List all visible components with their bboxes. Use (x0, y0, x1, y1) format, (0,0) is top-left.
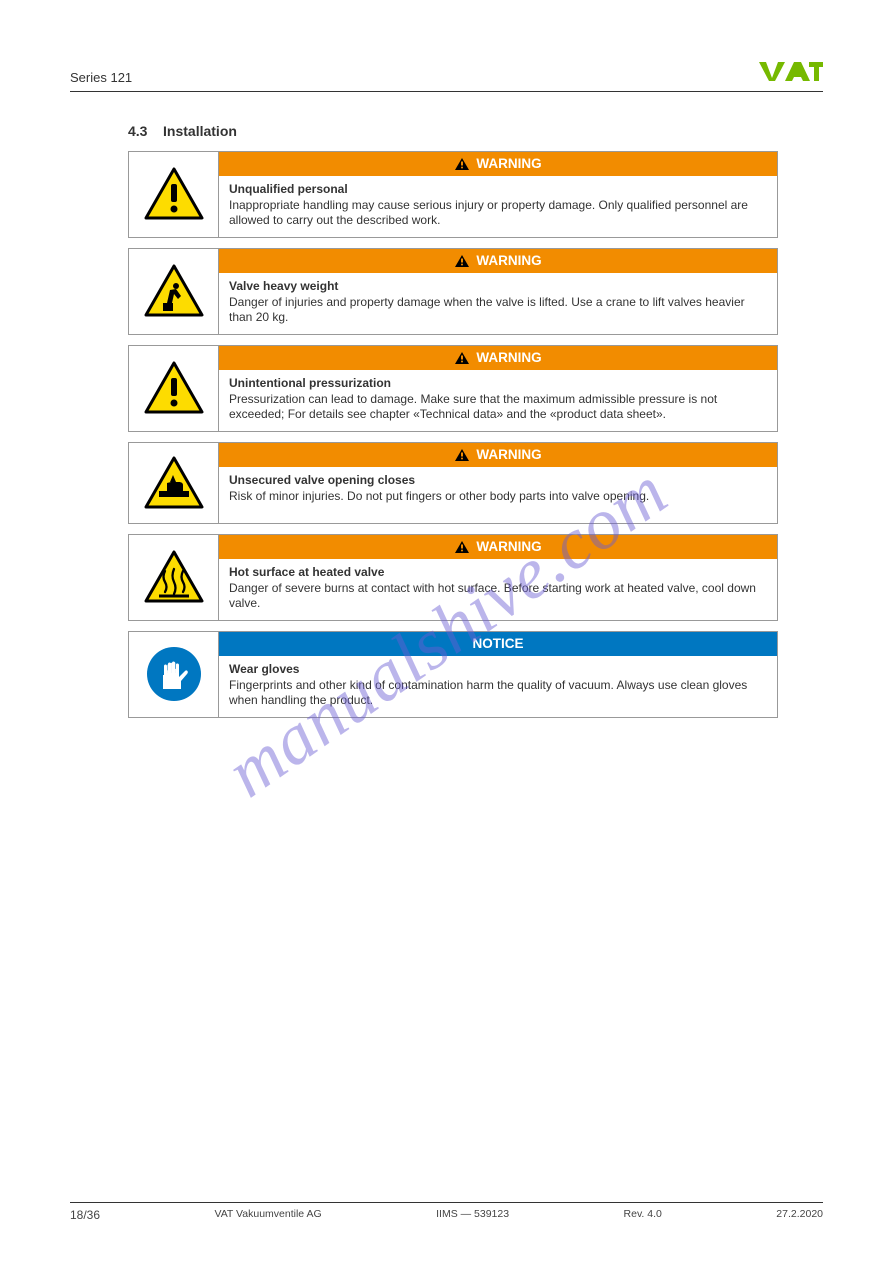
hazard-icon (129, 152, 219, 237)
band-label: WARNING (476, 252, 541, 270)
page-footer: 18/36 VAT Vakuumventile AG IIMS — 539123… (70, 1202, 823, 1223)
notice-text: Fingerprints and other kind of contamina… (229, 678, 747, 708)
footer-company: VAT Vakuumventile AG (214, 1207, 321, 1223)
warning-lead: Unsecured valve opening closes (229, 473, 415, 487)
footer-date: 27.2.2020 (776, 1207, 823, 1223)
band-label: WARNING (476, 155, 541, 173)
doc-title: Series 121 (70, 69, 132, 87)
warning-block: WARNING Hot surface at heated valve Dang… (128, 534, 778, 621)
footer-doc: IIMS — 539123 (436, 1207, 509, 1223)
warning-band: WARNING (219, 346, 777, 370)
notice-content: Wear gloves Fingerprints and other kind … (219, 656, 777, 717)
footer-page: 18/36 (70, 1207, 100, 1223)
warning-content: Unqualified personal Inappropriate handl… (219, 176, 777, 237)
band-label: WARNING (476, 538, 541, 556)
section-heading: 4.3 Installation (128, 122, 823, 141)
hazard-icon (129, 346, 219, 431)
warning-content: Unintentional pressurization Pressurizat… (219, 370, 777, 431)
warning-text: Risk of minor injuries. Do not put finge… (229, 489, 649, 503)
lifting-hazard-icon (129, 249, 219, 334)
footer-rev: Rev. 4.0 (624, 1207, 662, 1223)
warning-lead: Unintentional pressurization (229, 376, 391, 390)
warning-block: WARNING Unsecured valve opening closes R… (128, 442, 778, 524)
warning-lead: Valve heavy weight (229, 279, 338, 293)
section-number: 4.3 (128, 123, 147, 139)
wear-gloves-icon (129, 632, 219, 717)
page-header: Series 121 (70, 60, 823, 92)
warning-text: Inappropriate handling may cause serious… (229, 198, 748, 228)
band-label: WARNING (476, 446, 541, 464)
warning-block: WARNING Valve heavy weight Danger of inj… (128, 248, 778, 335)
section-title: Installation (163, 123, 237, 139)
warning-content: Valve heavy weight Danger of injuries an… (219, 273, 777, 334)
warning-content: Unsecured valve opening closes Risk of m… (219, 467, 777, 512)
band-label: NOTICE (472, 635, 523, 653)
warning-lead: Unqualified personal (229, 182, 348, 196)
notice-block: NOTICE Wear gloves Fingerprints and othe… (128, 631, 778, 718)
warning-band: WARNING (219, 443, 777, 467)
warning-text: Pressurization can lead to damage. Make … (229, 392, 717, 422)
warning-content: Hot surface at heated valve Danger of se… (219, 559, 777, 620)
warning-text: Danger of injuries and property damage w… (229, 295, 745, 325)
warning-band: WARNING (219, 152, 777, 176)
warning-band: WARNING (219, 249, 777, 273)
vat-logo (759, 60, 823, 87)
warning-block: WARNING Unintentional pressurization Pre… (128, 345, 778, 432)
hot-surface-icon (129, 535, 219, 620)
notice-band: NOTICE (219, 632, 777, 656)
notice-lead: Wear gloves (229, 662, 299, 676)
crush-hazard-icon (129, 443, 219, 523)
band-label: WARNING (476, 349, 541, 367)
warning-band: WARNING (219, 535, 777, 559)
warning-lead: Hot surface at heated valve (229, 565, 384, 579)
warning-text: Danger of severe burns at contact with h… (229, 581, 756, 611)
warning-block: WARNING Unqualified personal Inappropria… (128, 151, 778, 238)
